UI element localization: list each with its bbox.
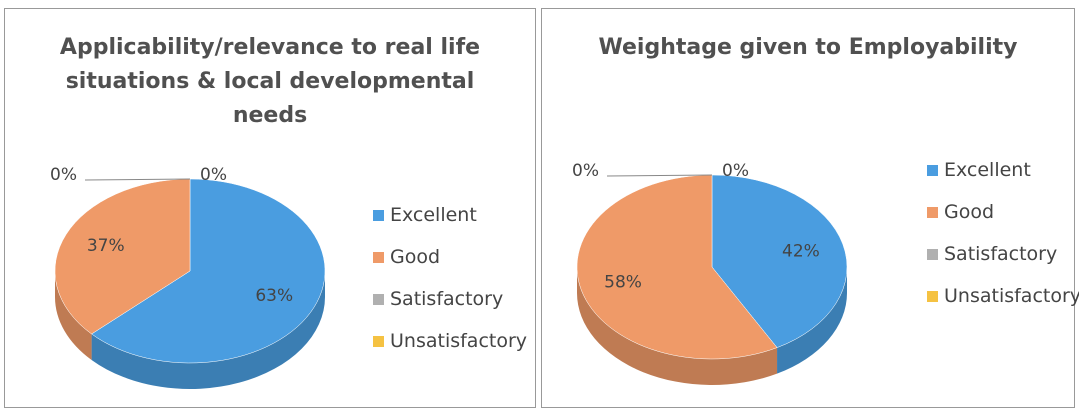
data-label: 58% (604, 273, 642, 293)
legend-label: Unsatisfactory (944, 285, 1079, 307)
pie-chart: 63% 37% 0% 0% (50, 165, 326, 389)
slice (576, 174, 778, 360)
legend-item: Satisfactory (373, 278, 527, 320)
legend: Excellent Good Satisfactory Unsatisfactory (927, 149, 1079, 317)
legend-item: Excellent (373, 194, 527, 236)
slice-side (577, 267, 778, 386)
slice (711, 174, 848, 348)
legend-item: Good (373, 236, 527, 278)
legend-item: Satisfactory (927, 233, 1079, 275)
legend-label: Excellent (944, 159, 1031, 181)
legend-label: Good (390, 246, 441, 268)
legend-swatch (927, 206, 938, 218)
legend-swatch (927, 248, 938, 260)
data-label: 0% (50, 165, 77, 185)
legend-label: Good (944, 201, 995, 223)
data-label: 37% (87, 236, 125, 256)
slice (54, 178, 191, 335)
chart-title: Applicability/relevance to real life sit… (59, 35, 481, 128)
data-label: 0% (722, 161, 749, 181)
leader-line (606, 174, 713, 177)
legend-swatch (373, 335, 384, 347)
legend-swatch (373, 209, 384, 221)
legend-item: Unsatisfactory (927, 275, 1079, 317)
leader-line (84, 178, 191, 181)
legend-swatch (927, 164, 938, 176)
legend-swatch (373, 293, 384, 305)
chart-panel: Weightage given to Employability 42% 58% 0… (541, 8, 1079, 408)
legend-item: Excellent (927, 149, 1079, 191)
slice-side (91, 271, 325, 389)
data-label: 42% (782, 241, 820, 261)
legend-label: Excellent (390, 204, 477, 226)
slice (91, 178, 326, 364)
slice-side (777, 267, 847, 374)
data-label: 63% (255, 286, 293, 306)
legend-label: Unsatisfactory (390, 330, 528, 352)
legend-swatch (373, 251, 384, 263)
legend-item: Unsatisfactory (373, 320, 527, 362)
legend-item: Good (927, 191, 1079, 233)
legend-label: Satisfactory (944, 243, 1058, 265)
legend: Excellent Good Satisfactory Unsatisfactory (373, 194, 527, 362)
legend-swatch (927, 290, 938, 302)
data-label: 0% (200, 165, 227, 185)
legend-label: Satisfactory (390, 288, 504, 310)
slice-side (55, 271, 92, 360)
chart-title: Weightage given to Employability (598, 35, 1018, 60)
data-label: 0% (572, 161, 599, 181)
pie-chart: 42% 58% 0% 0% (572, 161, 848, 386)
chart-panel: Applicability/relevance to real life sit… (4, 8, 536, 408)
